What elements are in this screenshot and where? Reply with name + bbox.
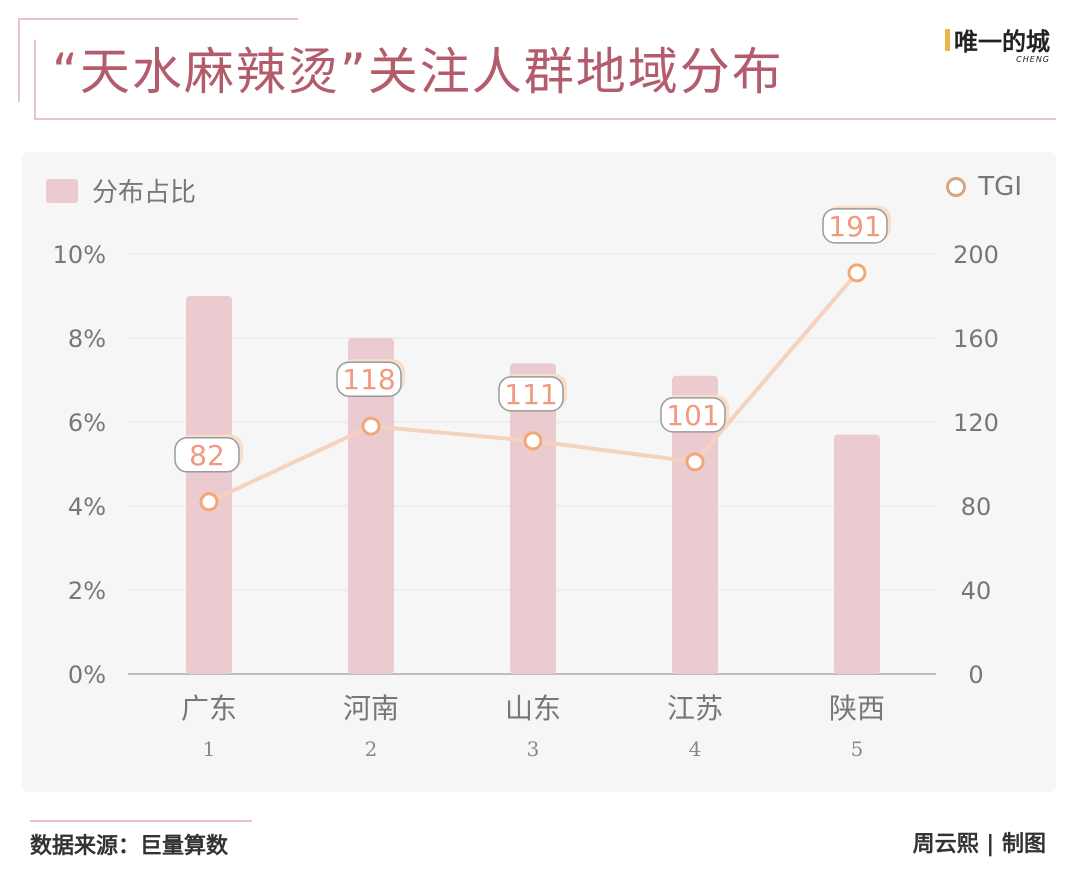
x-axis-category-label: 陕西 <box>829 692 885 725</box>
tgi-label-box <box>660 397 726 433</box>
title-frame-left-inner <box>34 40 36 120</box>
tgi-point-5 <box>847 263 867 283</box>
tgi-point-1 <box>199 492 219 512</box>
legend-line-label: TGI <box>978 172 1022 202</box>
right-axis-tick-label: 0 <box>968 661 983 689</box>
x-axis-category-label: 山东 <box>505 692 561 725</box>
tgi-point-2 <box>361 416 381 436</box>
tgi-label-box <box>822 208 888 244</box>
chart-credit: 周云熙 | 制图 <box>912 832 1046 857</box>
chart-title: “天水麻辣烫”关注人群地域分布 <box>52 43 784 101</box>
left-axis-tick-label: 8% <box>68 325 106 353</box>
bar-5 <box>834 434 880 674</box>
right-axis-tick-label: 40 <box>961 577 992 605</box>
bar-1 <box>186 296 232 674</box>
x-axis-category-label: 广东 <box>181 692 237 725</box>
left-axis-tick-label: 6% <box>68 409 106 437</box>
right-axis-tick-label: 160 <box>953 325 999 353</box>
tgi-label-box <box>336 361 402 397</box>
tgi-data-label: 118 <box>342 363 395 396</box>
title-frame-top <box>18 18 298 20</box>
legend-line-marker <box>946 177 967 197</box>
left-axis-tick-label: 10% <box>53 241 106 269</box>
right-axis-tick-label: 80 <box>961 493 992 521</box>
legend-bar-label: 分布占比 <box>92 178 197 208</box>
tgi-label-box <box>498 376 564 412</box>
data-source: 数据来源：巨量算数 <box>30 834 229 859</box>
x-axis-index-label: 3 <box>527 737 540 761</box>
logo-text: 唯一的城 <box>954 28 1050 56</box>
left-axis-tick-label: 2% <box>68 577 106 605</box>
x-axis-index-label: 5 <box>851 737 864 761</box>
legend-bar-swatch <box>46 178 78 203</box>
legend-bar: 分布占比 <box>46 172 196 209</box>
logo-subtext: CHENG <box>1016 55 1050 64</box>
left-axis-tick-label: 4% <box>68 493 106 521</box>
logo-main: 唯一的城 <box>945 22 1050 57</box>
right-axis-tick-label: 120 <box>953 409 999 437</box>
x-axis-category-label: 江苏 <box>667 692 723 725</box>
logo-accent-bar <box>945 28 950 51</box>
source-underline <box>30 820 252 822</box>
tgi-data-label: 82 <box>189 439 225 472</box>
tgi-label-box <box>174 437 240 473</box>
tgi-point-3 <box>523 431 543 451</box>
tgi-data-label: 111 <box>504 378 557 411</box>
x-axis-index-label: 2 <box>365 737 378 761</box>
tgi-point-4 <box>685 452 705 472</box>
right-axis-tick-label: 200 <box>953 241 999 269</box>
tgi-data-label: 191 <box>828 210 881 243</box>
brand-logo: 唯一的城 CHENG <box>945 22 1050 64</box>
legend-line: TGI <box>946 172 1022 202</box>
x-axis-category-label: 河南 <box>343 692 399 725</box>
tgi-data-label: 101 <box>666 399 719 432</box>
left-axis-tick-label: 0% <box>68 661 106 689</box>
x-axis-index-label: 4 <box>689 737 702 761</box>
bar-2 <box>348 338 394 674</box>
title-frame-bottom <box>34 118 1056 120</box>
title-frame-left <box>18 18 20 102</box>
x-axis-index-label: 1 <box>203 737 216 761</box>
